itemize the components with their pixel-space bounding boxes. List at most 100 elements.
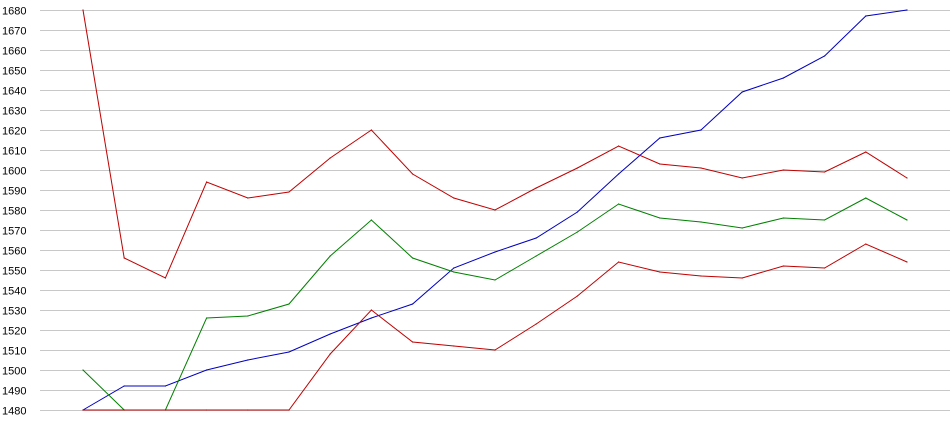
data-point — [824, 219, 826, 221]
series-4 — [82, 243, 908, 411]
data-point — [82, 369, 84, 371]
data-point — [412, 173, 414, 175]
data-point — [288, 351, 290, 353]
data-point — [494, 251, 496, 253]
data-point — [164, 385, 166, 387]
data-point — [370, 219, 372, 221]
data-point — [865, 197, 867, 199]
data-point — [164, 277, 166, 279]
data-point — [576, 295, 579, 297]
y-tick-label: 1620 — [2, 126, 26, 138]
series-3 — [82, 197, 908, 411]
data-point — [329, 353, 331, 355]
data-point — [329, 255, 331, 257]
y-axis-ticks: 1480 1490 1500 1510 1520 1530 1540 1550 1560 1570… — [2, 6, 26, 418]
y-tick-label: 1510 — [2, 346, 26, 358]
y-tick-label: 1490 — [2, 386, 26, 398]
data-point — [659, 163, 661, 165]
series-line — [82, 197, 908, 411]
data-point — [576, 231, 579, 233]
data-point — [741, 91, 743, 93]
data-point — [741, 277, 743, 279]
data-point — [576, 211, 579, 213]
y-tick-label: 1670 — [2, 26, 26, 38]
data-point — [906, 177, 908, 179]
data-point — [494, 279, 496, 281]
y-tick-label: 1550 — [2, 266, 26, 278]
data-point — [494, 209, 496, 211]
data-point — [741, 227, 743, 229]
data-point — [453, 345, 455, 347]
y-tick-label: 1560 — [2, 246, 26, 258]
y-tick-label: 1540 — [2, 286, 26, 298]
data-point — [618, 145, 620, 147]
data-point — [288, 303, 290, 305]
y-tick-label: 1640 — [2, 86, 26, 98]
data-point — [247, 197, 249, 199]
data-point — [82, 409, 84, 411]
data-point — [288, 409, 290, 411]
data-point — [535, 187, 537, 189]
data-point — [659, 137, 661, 139]
data-point — [782, 169, 785, 171]
data-point — [782, 77, 785, 79]
data-point — [535, 255, 537, 257]
data-point — [700, 221, 702, 223]
data-point — [618, 173, 620, 175]
data-point — [123, 409, 125, 411]
y-tick-label: 1610 — [2, 146, 26, 158]
data-point — [659, 271, 661, 273]
data-point — [329, 157, 331, 159]
data-point — [659, 217, 661, 219]
data-point — [494, 349, 496, 351]
data-point — [906, 261, 908, 263]
data-point — [535, 237, 537, 239]
data-point — [370, 317, 372, 319]
data-point — [370, 129, 372, 131]
data-point — [906, 219, 908, 221]
y-tick-label: 1600 — [2, 166, 26, 178]
series-2 — [82, 9, 908, 279]
data-point — [206, 317, 208, 319]
y-tick-label: 1500 — [2, 366, 26, 378]
data-point — [123, 385, 125, 387]
data-point — [618, 261, 620, 263]
series-line — [83, 243, 908, 411]
data-point — [453, 267, 455, 269]
data-point — [412, 257, 414, 259]
data-point — [700, 275, 702, 277]
data-point — [824, 171, 826, 173]
data-point — [618, 203, 620, 205]
data-point — [906, 9, 908, 11]
data-point — [824, 55, 826, 57]
y-tick-label: 1520 — [2, 326, 26, 338]
data-point — [824, 267, 826, 269]
data-point — [206, 181, 208, 183]
data-point — [288, 191, 290, 193]
y-tick-label: 1680 — [2, 6, 26, 18]
data-point — [329, 333, 331, 335]
y-tick-label: 1570 — [2, 226, 26, 238]
y-tick-label: 1660 — [2, 46, 26, 58]
data-point — [123, 257, 125, 259]
y-tick-label: 1590 — [2, 186, 26, 198]
data-point — [535, 323, 537, 325]
y-tick-label: 1630 — [2, 106, 26, 118]
data-point — [412, 303, 414, 305]
data-point — [164, 409, 166, 411]
data-point — [741, 177, 743, 179]
data-point — [247, 359, 249, 361]
y-tick-label: 1650 — [2, 66, 26, 78]
data-point — [782, 265, 785, 267]
series-lines — [82, 9, 908, 411]
data-point — [247, 315, 249, 317]
data-point — [453, 271, 455, 273]
data-point — [453, 197, 455, 199]
data-point — [247, 409, 249, 411]
data-point — [412, 341, 414, 343]
data-point — [82, 9, 84, 11]
y-tick-label: 1480 — [2, 406, 26, 418]
data-point — [865, 15, 867, 17]
